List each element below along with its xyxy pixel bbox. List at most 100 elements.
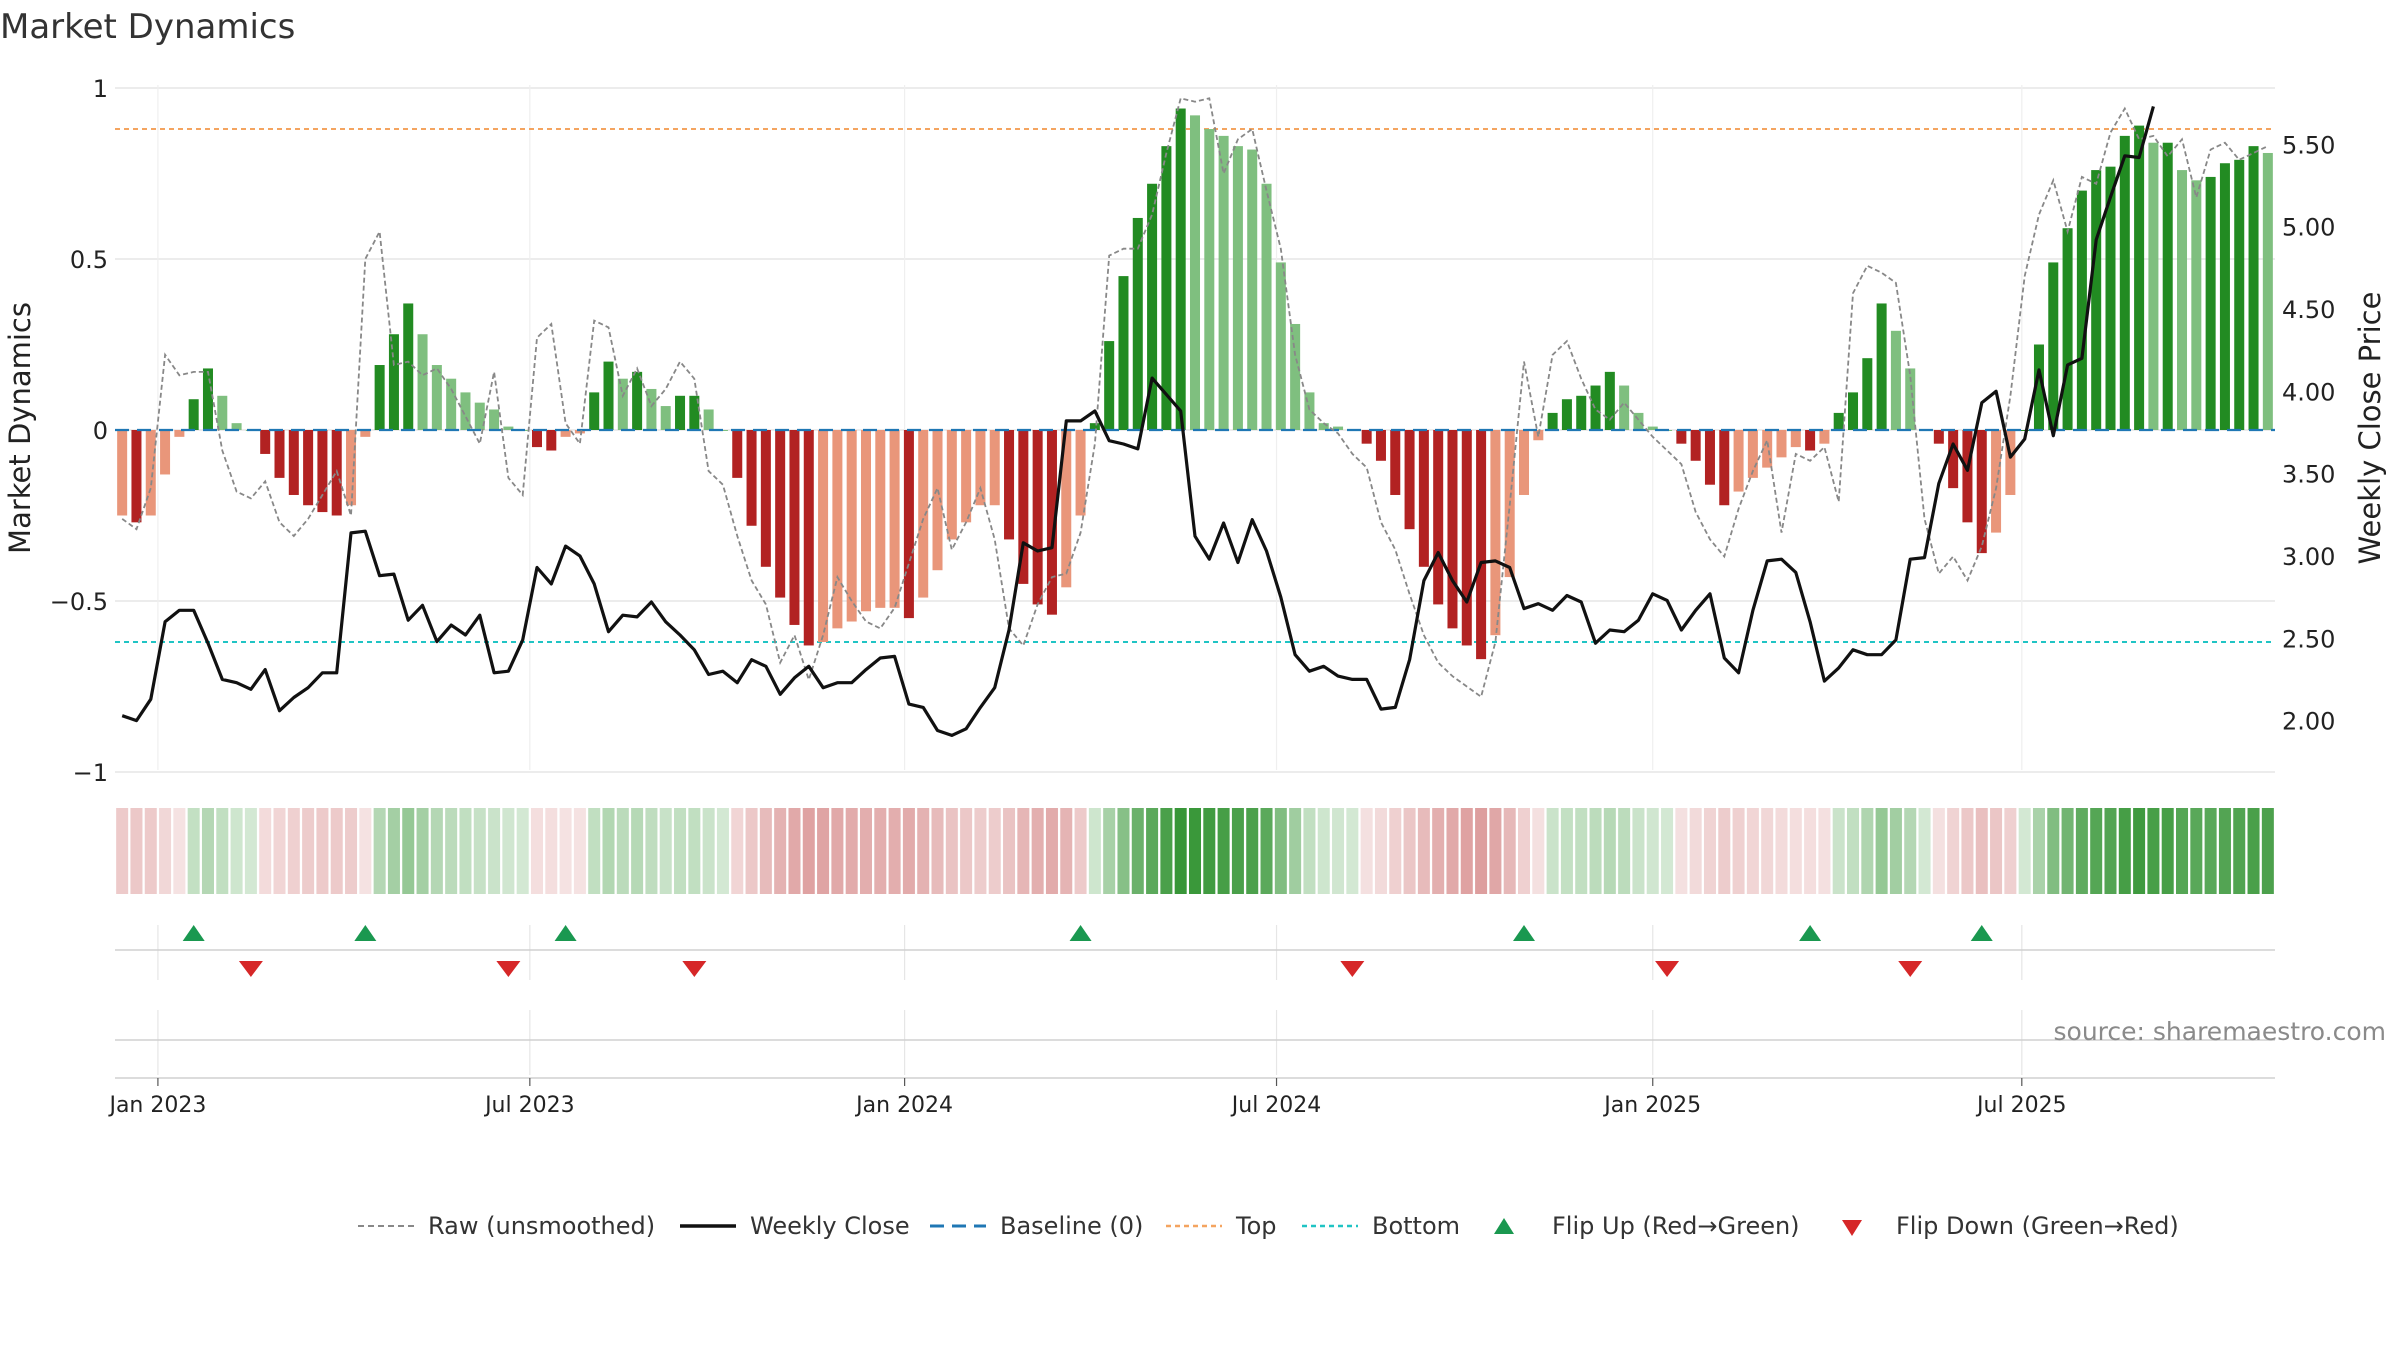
strip-cell xyxy=(1274,808,1287,894)
md-bar xyxy=(946,430,957,540)
flip-up-marker xyxy=(182,925,205,941)
strip-cell xyxy=(1904,808,1917,894)
md-bar xyxy=(188,399,199,430)
strip-cell xyxy=(802,808,815,894)
strip-cell xyxy=(1489,808,1502,894)
md-bar xyxy=(2262,152,2273,431)
md-bar xyxy=(546,430,557,451)
md-bar xyxy=(918,430,929,598)
strip-cell xyxy=(173,808,186,894)
strip-cell xyxy=(1532,808,1545,894)
strip-cell xyxy=(1446,808,1459,894)
strip-cell xyxy=(2133,808,2146,894)
strip-cell xyxy=(2061,808,2074,894)
strip-cell xyxy=(488,808,501,894)
right-axis-label: Weekly Close Price xyxy=(2353,292,2387,565)
strip-cell xyxy=(1804,808,1817,894)
md-bar xyxy=(1147,183,1158,430)
flip-down-marker xyxy=(238,961,263,977)
strip-cell xyxy=(2261,808,2274,894)
md-bar xyxy=(1290,323,1301,430)
strip-cell xyxy=(960,808,973,894)
md-bar xyxy=(2148,142,2159,430)
md-bar xyxy=(1061,430,1072,588)
axis-ticks: 1 0.5 0 −0.5 −1 5.50 5.00 4.50 4.00 3.50 3.00 2.50 2… xyxy=(50,75,2336,787)
md-bar xyxy=(1991,430,2002,533)
md-bar xyxy=(460,392,471,430)
md-bar xyxy=(288,430,299,495)
strip-cell xyxy=(516,808,529,894)
md-bar xyxy=(303,430,314,506)
date-tick-label: Jul 2023 xyxy=(483,1093,575,1118)
strip-cell xyxy=(302,808,315,894)
right-tick-label: 3.00 xyxy=(2282,543,2335,571)
md-bar xyxy=(560,430,571,437)
weekly-close-line xyxy=(121,105,2155,738)
strip-cell xyxy=(130,808,143,894)
strip-cell xyxy=(1818,808,1831,894)
md-bar xyxy=(1933,430,1944,444)
strip-cell xyxy=(1231,808,1244,894)
md-bar xyxy=(1218,135,1229,430)
strip-cell xyxy=(774,808,787,894)
md-bar xyxy=(474,402,485,430)
md-bar xyxy=(1476,430,1487,660)
strip-cell xyxy=(1475,808,1488,894)
date-axis: Jan 2023 Jul 2023 Jan 2024 Jul 2024 Jan 2025… xyxy=(107,1078,2067,1118)
md-bar xyxy=(746,430,757,526)
strip-cell xyxy=(473,808,486,894)
strip-cell xyxy=(1460,808,1473,894)
strip-cell xyxy=(416,808,429,894)
md-bar xyxy=(1333,426,1344,430)
legend-top-label: Top xyxy=(1235,1212,1277,1240)
strip-cell xyxy=(2204,808,2217,894)
strip-cell xyxy=(402,808,415,894)
date-tick-label: Jul 2025 xyxy=(1975,1093,2067,1118)
md-bar xyxy=(388,334,399,430)
strip-cell xyxy=(1675,808,1688,894)
strip-cell xyxy=(845,808,858,894)
md-bar xyxy=(889,430,900,608)
strip-cell xyxy=(817,808,830,894)
md-bar xyxy=(2076,190,2087,430)
strip-cell xyxy=(2004,808,2017,894)
strip-cell xyxy=(1303,808,1316,894)
strip-cell xyxy=(602,808,615,894)
flip-down-marker xyxy=(682,961,707,977)
md-bar xyxy=(403,303,414,430)
md-bar xyxy=(803,430,814,646)
strip-cell xyxy=(144,808,157,894)
md-bar xyxy=(174,430,185,437)
md-bar xyxy=(1633,412,1644,430)
strip-cell xyxy=(1732,808,1745,894)
strip-cell xyxy=(902,808,915,894)
md-bar xyxy=(1046,430,1057,615)
strip-cell xyxy=(1346,808,1359,894)
strip-cell xyxy=(1317,808,1330,894)
md-bar xyxy=(789,430,800,625)
md-bar xyxy=(346,430,357,506)
md-bar xyxy=(975,430,986,506)
md-bar xyxy=(160,430,171,475)
legend: Raw (unsmoothed) Weekly Close Baseline (… xyxy=(358,1212,2179,1240)
md-bar xyxy=(775,430,786,598)
strip-cell xyxy=(1603,808,1616,894)
md-bar xyxy=(860,430,871,612)
md-bar xyxy=(1948,430,1959,489)
strip-cell xyxy=(888,808,901,894)
strip-cell xyxy=(559,808,572,894)
strip-cell xyxy=(1746,808,1759,894)
md-bar xyxy=(1719,430,1730,506)
md-bar xyxy=(1275,262,1286,430)
strip-cell xyxy=(659,808,672,894)
md-bar xyxy=(360,430,371,437)
md-bar xyxy=(646,388,657,430)
md-bar xyxy=(489,409,500,430)
strip-cell xyxy=(1618,808,1631,894)
date-tick-label: Jul 2024 xyxy=(1230,1093,1322,1118)
md-bar xyxy=(2234,159,2245,430)
legend-bottom-label: Bottom xyxy=(1372,1212,1460,1240)
strip-cell xyxy=(2075,808,2088,894)
md-bar xyxy=(317,430,328,513)
md-bar xyxy=(1676,430,1687,444)
